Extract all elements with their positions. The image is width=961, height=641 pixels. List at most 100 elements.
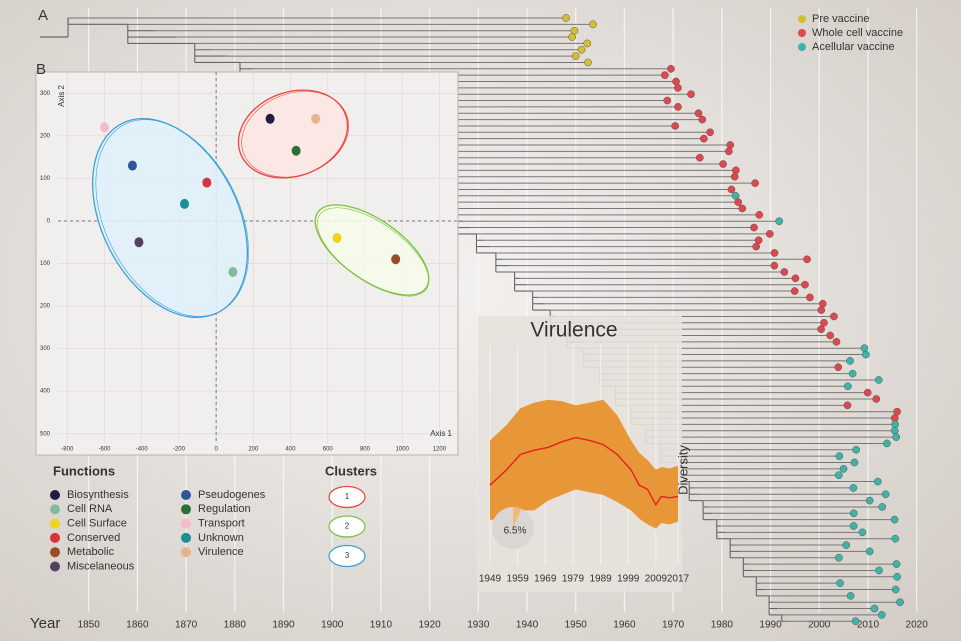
tip [875,566,883,575]
tip [732,166,740,175]
panel-label: A [38,7,48,24]
legend-label: Whole cell vaccine [812,27,903,39]
tip [698,115,707,124]
tip [695,153,704,162]
x-tick-label: 600 [323,447,334,453]
x-tick-label: 1920 [418,620,441,631]
legend-label: 2 [345,522,350,531]
tip [770,261,779,270]
tip [851,617,860,626]
legend-label: Unknown [198,532,244,544]
tip [725,147,733,156]
legend-swatch [50,561,60,572]
point [311,113,321,124]
tip [877,611,886,619]
tip [699,134,708,143]
tip [846,592,855,600]
tip [834,471,843,480]
y-tick-label: 500 [40,431,51,437]
y-tick-label: 400 [40,389,51,395]
x-tick-label: -800 [61,447,74,453]
tip [830,312,838,321]
legend-swatch [328,485,366,509]
tip [870,604,879,613]
tip [674,84,682,92]
x-tick-label: 1990 [759,620,782,631]
scatter-plot: -800 -600 -400 -200 0 200 400 600 800 1000 1200300… [36,61,458,572]
tip [843,401,852,410]
tip [770,249,779,257]
x-tick-label: 1890 [272,620,295,631]
y-tick-label: 100 [40,261,51,267]
legend-label: Pre vaccine [812,13,869,25]
y-tick-label: 100 [40,176,51,182]
tip [765,230,774,238]
x-tick-label: -200 [173,447,186,453]
x-tick-label: 1860 [126,620,149,631]
x-tick-label: 1950 [565,620,588,631]
legend-label: Virulence [198,546,244,558]
x-tick-label: 1999 [617,574,640,585]
legend-label: Biosynthesis [67,489,129,501]
tip [835,452,844,460]
tip [891,585,900,594]
tip [849,484,858,492]
tip [818,299,827,308]
legend-label: Regulation [198,503,251,515]
legend-swatch [181,504,191,515]
x-tick-label: 2020 [906,620,929,631]
tip [878,503,887,511]
tip [775,217,784,226]
tip [687,90,695,99]
legend-label: Cell RNA [67,503,113,515]
tip [734,198,743,206]
x-tick-label: 1880 [224,620,247,631]
data-label: 6.5% [504,526,527,537]
tip [571,52,580,60]
x-tick-label: 1970 [662,620,685,631]
tip [817,306,826,314]
tip [730,172,739,181]
tip [850,458,859,467]
legend-label: 1 [345,492,350,501]
x-tick-label: 1960 [613,620,636,631]
cluster-ellipse [95,119,249,317]
legend-swatch [50,532,60,543]
tip [726,141,735,149]
tip [589,20,597,29]
tip [577,45,586,54]
tip [896,598,904,607]
tip [865,547,874,556]
legend-swatch [798,43,806,51]
x-tick-label: 2010 [857,620,880,631]
tip [694,109,703,118]
legend-title: Clusters [325,463,377,478]
point [291,145,301,156]
cluster-ellipse [316,207,430,297]
tip [750,223,758,232]
legend-swatch [328,544,366,568]
axis-title: Diversity [675,445,690,495]
legend-swatch [798,15,806,23]
tip [672,77,680,86]
x-tick-label: 1980 [711,620,734,631]
legend-swatch [50,547,60,558]
tip [834,363,843,372]
point [134,237,144,248]
x-tick-label: 1979 [562,574,585,585]
tip [848,369,857,378]
y-tick-label: 200 [40,304,51,310]
tip [858,528,867,537]
x-tick-label: 1000 [396,447,410,453]
tip [790,287,799,295]
chart-title: Virulence [530,319,617,342]
tip [727,185,736,194]
x-tick-label: 0 [214,447,218,453]
x-tick-label: 1969 [534,574,557,585]
tip [663,96,672,105]
tip [674,103,682,111]
y-tick-label: 300 [40,346,51,352]
axis-title: Axis 1 [430,429,452,438]
x-tick-label: 800 [360,447,371,453]
